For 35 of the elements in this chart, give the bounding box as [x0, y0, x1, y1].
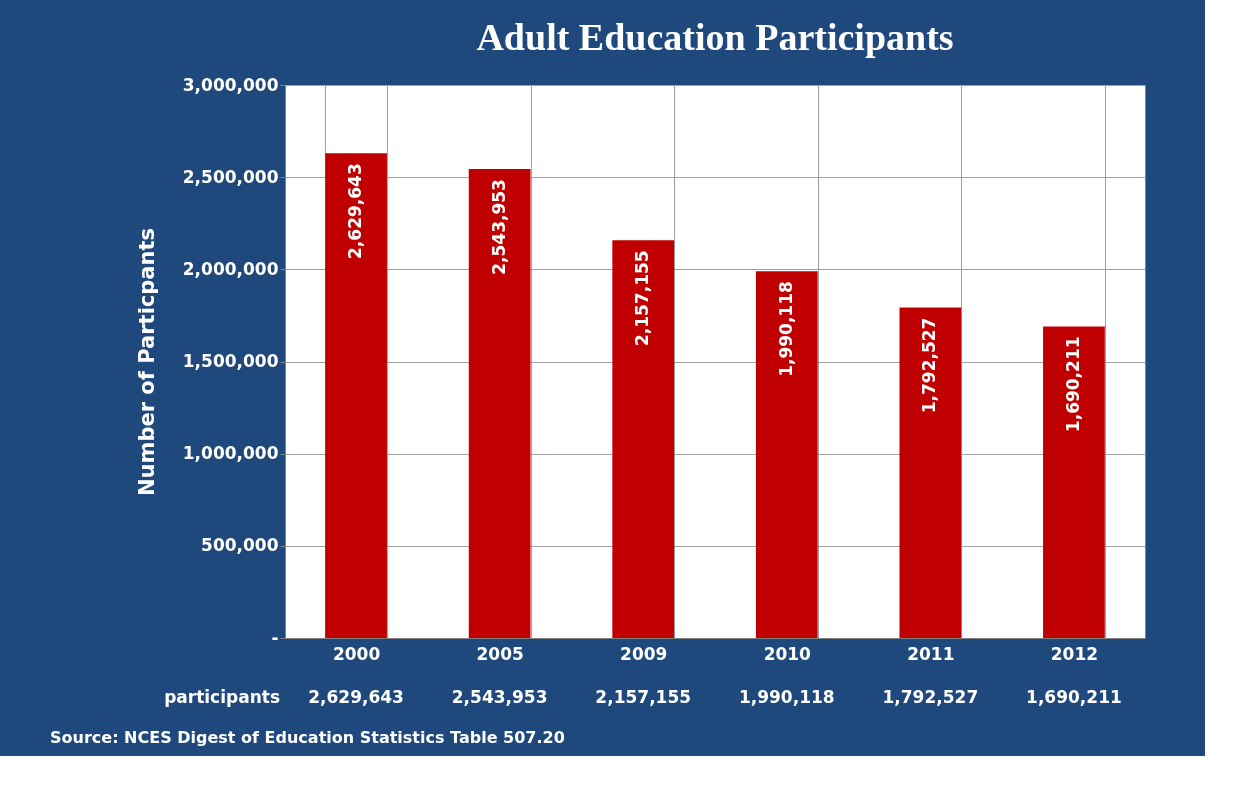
bar [899, 307, 962, 638]
chart-title: Adult Education Participants [476, 16, 954, 58]
text: 2,629,643 [345, 163, 366, 259]
y-tick-label: - [271, 627, 279, 648]
bar [468, 169, 531, 638]
bar [325, 153, 387, 638]
x-tick-label: 2011 [907, 643, 955, 664]
y-tick-label: 1,500,000 [182, 351, 279, 371]
x-tick-label: 2009 [620, 643, 668, 664]
y-axis-title: Number of Particpants [134, 228, 159, 496]
y-tick-label: 2,500,000 [182, 166, 279, 187]
data-label: 2,543,953 [451, 687, 548, 707]
y-tick-label: 1,000,000 [182, 443, 279, 464]
data-label: 2,629,643 [308, 687, 404, 707]
x-tick-label: 2012 [1050, 643, 1099, 664]
data-label: 2,157,155 [595, 687, 692, 707]
y-tick-label: 3,000,000 [182, 74, 279, 95]
text: 2,157,155 [632, 250, 653, 347]
bar [612, 240, 675, 638]
data-label: 1,690,211 [1026, 687, 1122, 707]
bar [755, 271, 818, 638]
bar [1043, 326, 1105, 638]
source-note: Source: NCES Digest of Education Statistics Table 507.20 [50, 728, 565, 747]
y-tick-label: 2,000,000 [182, 258, 279, 279]
x-tick-label: 2010 [763, 643, 812, 664]
text: 2,543,953 [488, 179, 509, 275]
text: 1,690,211 [1062, 336, 1083, 433]
text: 1,792,527 [919, 317, 940, 414]
x-tick-label: 2005 [476, 643, 524, 664]
data-label: 1,792,527 [882, 687, 979, 707]
text: 1,990,118 [775, 281, 796, 377]
text: participants [164, 687, 280, 707]
data-label: 1,990,118 [738, 687, 835, 707]
x-tick-label: 2000 [332, 643, 381, 664]
y-tick-label: 500,000 [201, 535, 279, 556]
